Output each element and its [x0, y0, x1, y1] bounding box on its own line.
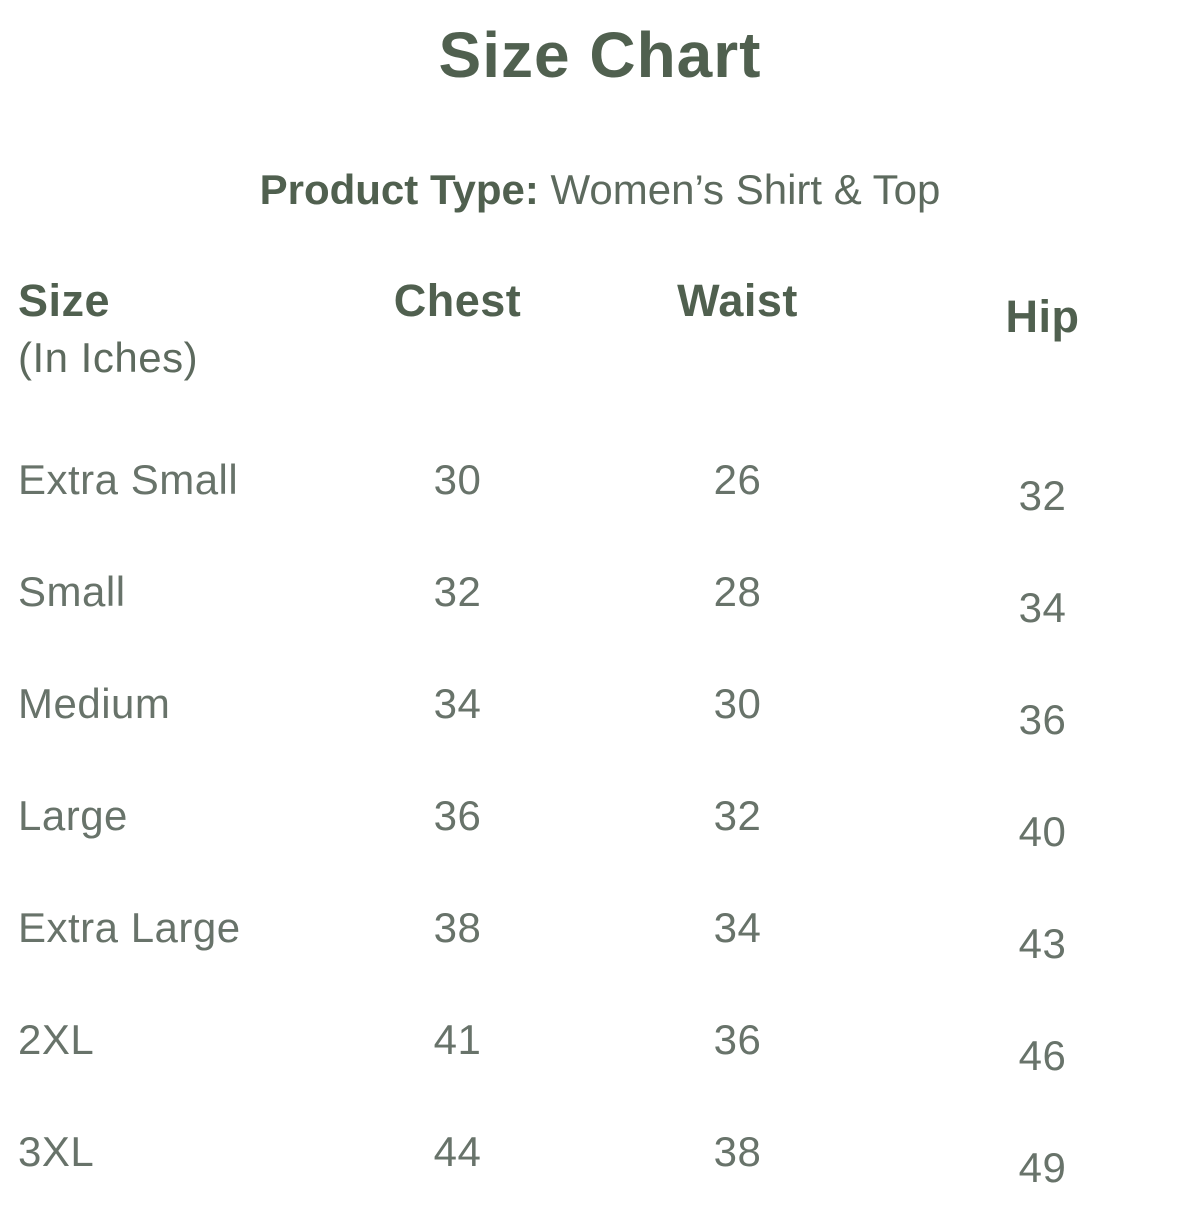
table-row: Medium 34 30 36	[0, 648, 1200, 760]
waist-column-header: Waist	[677, 275, 798, 326]
chest-cell: 30	[433, 456, 482, 503]
hip-cell: 36	[1018, 696, 1067, 743]
size-column-header-group: Size (In Iches)	[0, 276, 345, 382]
hip-cell: 49	[1018, 1144, 1067, 1191]
hip-cell: 40	[1018, 808, 1067, 855]
table-row: Small 32 28 34	[0, 536, 1200, 648]
size-cell: Large	[18, 792, 128, 839]
size-chart-table: Size (In Iches) Chest Waist Hip Extra Sm…	[0, 276, 1200, 1208]
size-cell: Small	[18, 568, 126, 615]
table-row: Large 36 32 40	[0, 760, 1200, 872]
product-type-line: Product Type: Women’s Shirt & Top	[0, 166, 1200, 214]
waist-cell: 26	[713, 456, 762, 503]
hip-cell: 34	[1018, 584, 1067, 631]
table-header-row: Size (In Iches) Chest Waist Hip	[0, 276, 1200, 424]
chest-column-header: Chest	[393, 275, 522, 326]
hip-cell: 43	[1018, 920, 1067, 967]
table-row: 2XL 41 36 46	[0, 984, 1200, 1096]
size-cell: 3XL	[18, 1128, 95, 1175]
waist-cell: 28	[713, 568, 762, 615]
hip-column-header: Hip	[1005, 291, 1080, 342]
waist-cell: 34	[713, 904, 762, 951]
waist-cell: 38	[713, 1128, 762, 1175]
hip-cell: 46	[1018, 1032, 1067, 1079]
chest-cell: 41	[433, 1016, 482, 1063]
size-column-subheader: (In Iches)	[18, 333, 199, 381]
product-type-value: Women’s Shirt & Top	[538, 166, 941, 213]
chest-cell: 32	[433, 568, 482, 615]
table-row: 3XL 44 38 49	[0, 1096, 1200, 1208]
size-cell: 2XL	[18, 1016, 95, 1063]
hip-cell: 32	[1018, 472, 1067, 519]
table-row: Extra Large 38 34 43	[0, 872, 1200, 984]
table-row: Extra Small 30 26 32	[0, 424, 1200, 536]
product-type-label: Product Type:	[259, 166, 539, 213]
chest-cell: 36	[433, 792, 482, 839]
chest-cell: 38	[433, 904, 482, 951]
size-cell: Medium	[18, 680, 171, 727]
size-cell: Extra Small	[18, 456, 239, 503]
chest-cell: 44	[433, 1128, 482, 1175]
chest-cell: 34	[433, 680, 482, 727]
page-title: Size Chart	[438, 19, 762, 91]
size-cell: Extra Large	[18, 904, 241, 951]
waist-cell: 30	[713, 680, 762, 727]
size-column-header: Size	[18, 275, 111, 326]
waist-cell: 36	[713, 1016, 762, 1063]
waist-cell: 32	[713, 792, 762, 839]
